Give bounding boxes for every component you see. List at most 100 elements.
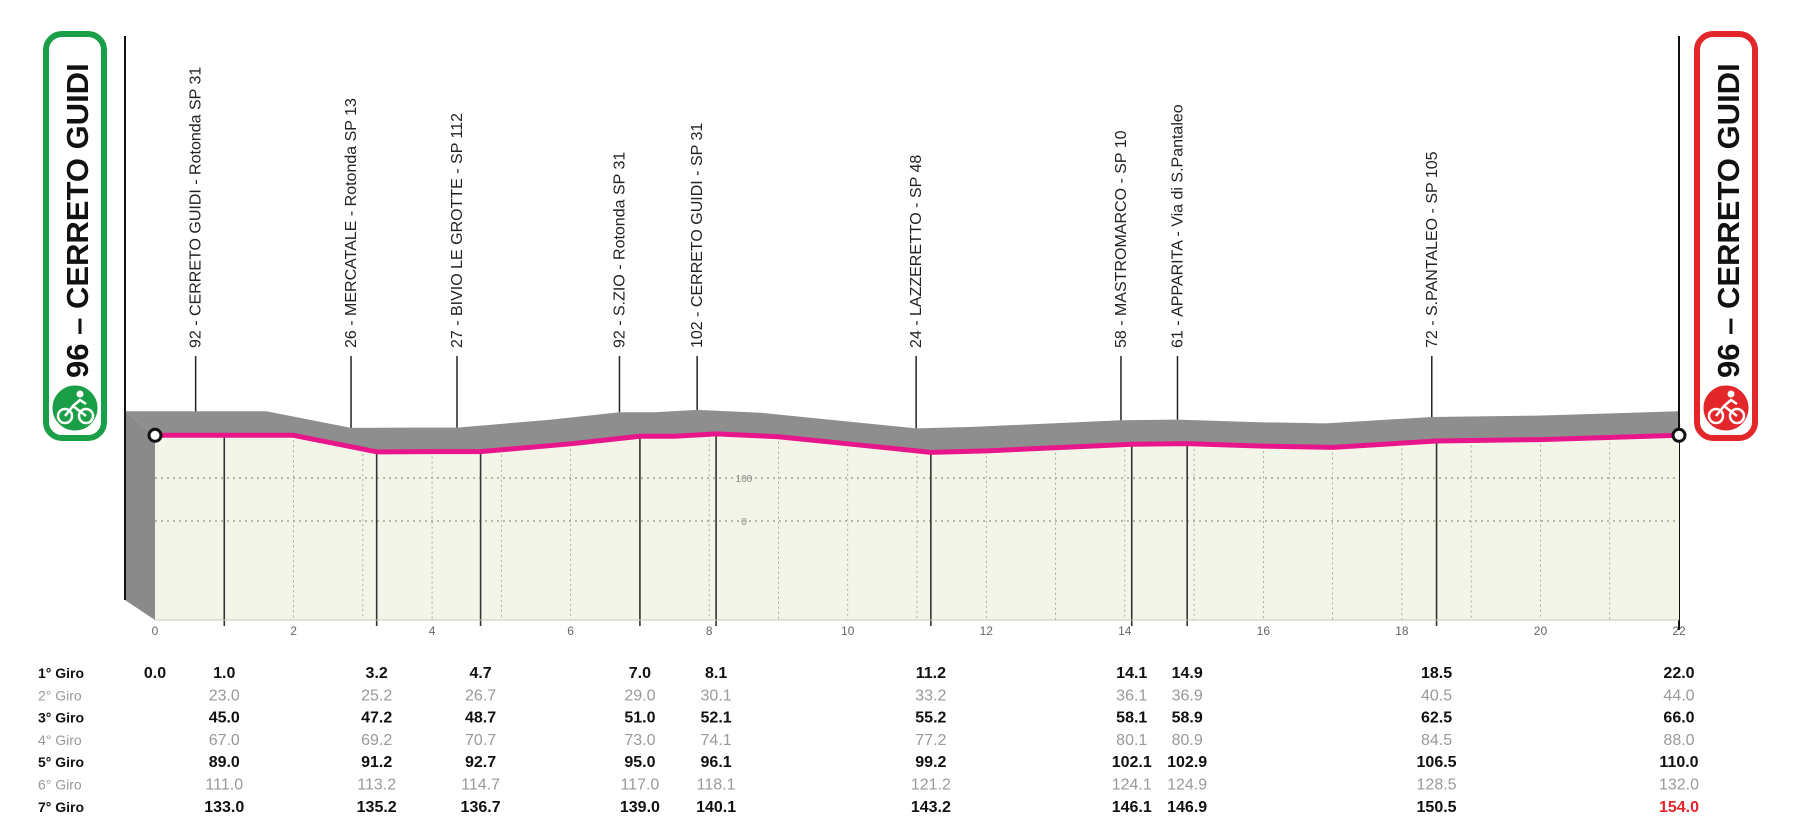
lap-cell-value: 80.9 bbox=[1172, 732, 1203, 749]
start-dot bbox=[147, 427, 163, 443]
lap-cell-value: 29.0 bbox=[624, 687, 655, 704]
lap-cell-value: 99.2 bbox=[915, 754, 946, 771]
lap-cell-value: 92.7 bbox=[465, 754, 496, 771]
lap-cell-value: 91.2 bbox=[361, 754, 392, 771]
lap-cell-value: 33.2 bbox=[915, 687, 946, 704]
lap-row-label: 6° Giro bbox=[38, 777, 82, 793]
x-tick-label: 14 bbox=[1118, 624, 1132, 638]
lap-cell-value: 150.5 bbox=[1417, 799, 1457, 816]
lap-cell-value: 118.1 bbox=[697, 777, 736, 794]
lap-cell-value: 0.0 bbox=[144, 665, 166, 682]
lap-cell-value: 11.2 bbox=[916, 665, 946, 682]
lap-cell-value: 3.2 bbox=[366, 665, 388, 682]
lap-cell-value: 55.2 bbox=[915, 710, 946, 727]
lap-cell-value: 102.1 bbox=[1112, 754, 1152, 771]
lap-cell-value: 132.0 bbox=[1659, 777, 1699, 794]
lap-cell-value: 51.0 bbox=[624, 710, 655, 727]
plot-area: 100 0 bbox=[124, 36, 1687, 630]
waypoint-label: 72 - S.PANTALEO - SP 105 bbox=[1424, 151, 1441, 348]
lap-cell-value: 67.0 bbox=[209, 732, 240, 749]
lap-cell-value: 1.0 bbox=[213, 665, 235, 682]
lap-cell-value: 139.0 bbox=[620, 799, 660, 816]
profile-top-surface bbox=[125, 409, 1679, 453]
lap-cell-value: 36.1 bbox=[1116, 687, 1147, 704]
waypoint-label: 61 - APPARITA - Via di S.Pantaleo bbox=[1169, 104, 1186, 348]
lap-row-label: 3° Giro bbox=[38, 710, 84, 726]
lap-cell-value: 140.1 bbox=[696, 799, 736, 816]
x-axis: 0 2 4 6 8 10 12 14 16 18 20 22 bbox=[152, 624, 1686, 638]
waypoint-label: 92 - CERRETO GUIDI - Rotonda SP 31 bbox=[188, 67, 205, 348]
elevation-tick-label: 0 bbox=[741, 517, 747, 528]
waypoint-label: 26 - MERCATALE - Rotonda SP 13 bbox=[343, 98, 360, 348]
lap-cell-value: 22.0 bbox=[1663, 665, 1694, 682]
lap-cell-value: 7.0 bbox=[629, 665, 651, 682]
waypoint-markers: 92 - CERRETO GUIDI - Rotonda SP 31 26 - M… bbox=[188, 67, 1441, 429]
lap-cell-value: 154.0 bbox=[1659, 799, 1699, 816]
lap-cell-value: 106.5 bbox=[1417, 754, 1457, 771]
lap-cell-value: 40.5 bbox=[1421, 687, 1452, 704]
elevation-tick-label: 100 bbox=[736, 474, 753, 485]
x-tick-label: 8 bbox=[706, 624, 713, 638]
lap-cell-value: 36.9 bbox=[1172, 687, 1203, 704]
lap-cell-value: 58.9 bbox=[1172, 710, 1203, 727]
x-tick-label: 16 bbox=[1257, 624, 1271, 638]
lap-cell-value: 113.2 bbox=[357, 777, 396, 794]
lap-row-label: 5° Giro bbox=[38, 754, 84, 770]
lap-cell-value: 23.0 bbox=[209, 687, 240, 704]
lap-cell-value: 52.1 bbox=[701, 710, 732, 727]
lap-cell-value: 18.5 bbox=[1421, 665, 1452, 682]
start-badge-label: 96 – CERRETO GUIDI bbox=[60, 63, 95, 378]
x-tick-label: 6 bbox=[567, 624, 574, 638]
finish-dot bbox=[1671, 427, 1687, 443]
start-cyclist-icon bbox=[49, 382, 101, 434]
lap-cell-value: 135.2 bbox=[357, 799, 397, 816]
lap-cell-value: 95.0 bbox=[624, 754, 655, 771]
lap-cell-value: 62.5 bbox=[1421, 710, 1452, 727]
x-tick-label: 10 bbox=[841, 624, 855, 638]
lap-cell-value: 143.2 bbox=[911, 799, 951, 816]
lap-cell-value: 124.9 bbox=[1167, 777, 1207, 794]
waypoint-label: 27 - BIVIO LE GROTTE - SP 112 bbox=[449, 113, 466, 348]
finish-cyclist-icon bbox=[1700, 382, 1752, 434]
profile-side-face bbox=[125, 411, 155, 620]
lap-cell-value: 102.9 bbox=[1167, 754, 1207, 771]
waypoint-label: 92 - S.ZIO - Rotonda SP 31 bbox=[611, 152, 628, 348]
lap-cell-value: 77.2 bbox=[915, 732, 946, 749]
lap-cell-value: 88.0 bbox=[1663, 732, 1694, 749]
lap-cell-value: 133.0 bbox=[204, 799, 244, 816]
start-badge-frame bbox=[43, 31, 107, 441]
waypoint-label: 102 - CERRETO GUIDI - SP 31 bbox=[689, 123, 706, 348]
lap-cell-value: 117.0 bbox=[620, 777, 659, 794]
lap-cell-value: 48.7 bbox=[465, 710, 496, 727]
x-tick-label: 18 bbox=[1395, 624, 1409, 638]
lap-cell-value: 124.1 bbox=[1112, 777, 1152, 794]
start-badge: 96 – CERRETO GUIDI bbox=[43, 31, 107, 441]
finish-badge-frame bbox=[1694, 31, 1758, 441]
lap-cell-value: 136.7 bbox=[461, 799, 501, 816]
waypoint-label: 58 - MASTROMARCO - SP 10 bbox=[1113, 130, 1130, 348]
lap-cell-value: 73.0 bbox=[624, 732, 655, 749]
lap-cell-value: 8.1 bbox=[705, 665, 727, 682]
lap-cell-value: 26.7 bbox=[465, 687, 496, 704]
lap-cell-value: 69.2 bbox=[361, 732, 392, 749]
lap-cell-value: 66.0 bbox=[1663, 710, 1694, 727]
lap-cell-value: 4.7 bbox=[469, 665, 491, 682]
lap-cell-value: 58.1 bbox=[1116, 710, 1147, 727]
x-tick-label: 0 bbox=[152, 624, 159, 638]
finish-badge: 96 – CERRETO GUIDI bbox=[1694, 31, 1758, 441]
lap-row-label: 1° Giro bbox=[38, 665, 84, 681]
waypoint-label: 24 - LAZZERETTO - SP 48 bbox=[908, 155, 925, 348]
lap-cell-value: 96.1 bbox=[701, 754, 732, 771]
lap-cell-value: 111.0 bbox=[205, 777, 243, 794]
lap-cell-value: 14.9 bbox=[1172, 665, 1203, 682]
lap-row-label: 2° Giro bbox=[38, 687, 82, 703]
lap-cell-value: 121.2 bbox=[911, 777, 951, 794]
lap-cell-value: 80.1 bbox=[1116, 732, 1147, 749]
lap-cell-value: 14.1 bbox=[1116, 665, 1147, 682]
x-tick-label: 20 bbox=[1534, 624, 1548, 638]
lap-cell-value: 84.5 bbox=[1421, 732, 1452, 749]
lap-row-label: 4° Giro bbox=[38, 732, 82, 748]
lap-cell-value: 47.2 bbox=[361, 710, 392, 727]
lap-cell-value: 70.7 bbox=[465, 732, 496, 749]
x-tick-label: 2 bbox=[290, 624, 297, 638]
